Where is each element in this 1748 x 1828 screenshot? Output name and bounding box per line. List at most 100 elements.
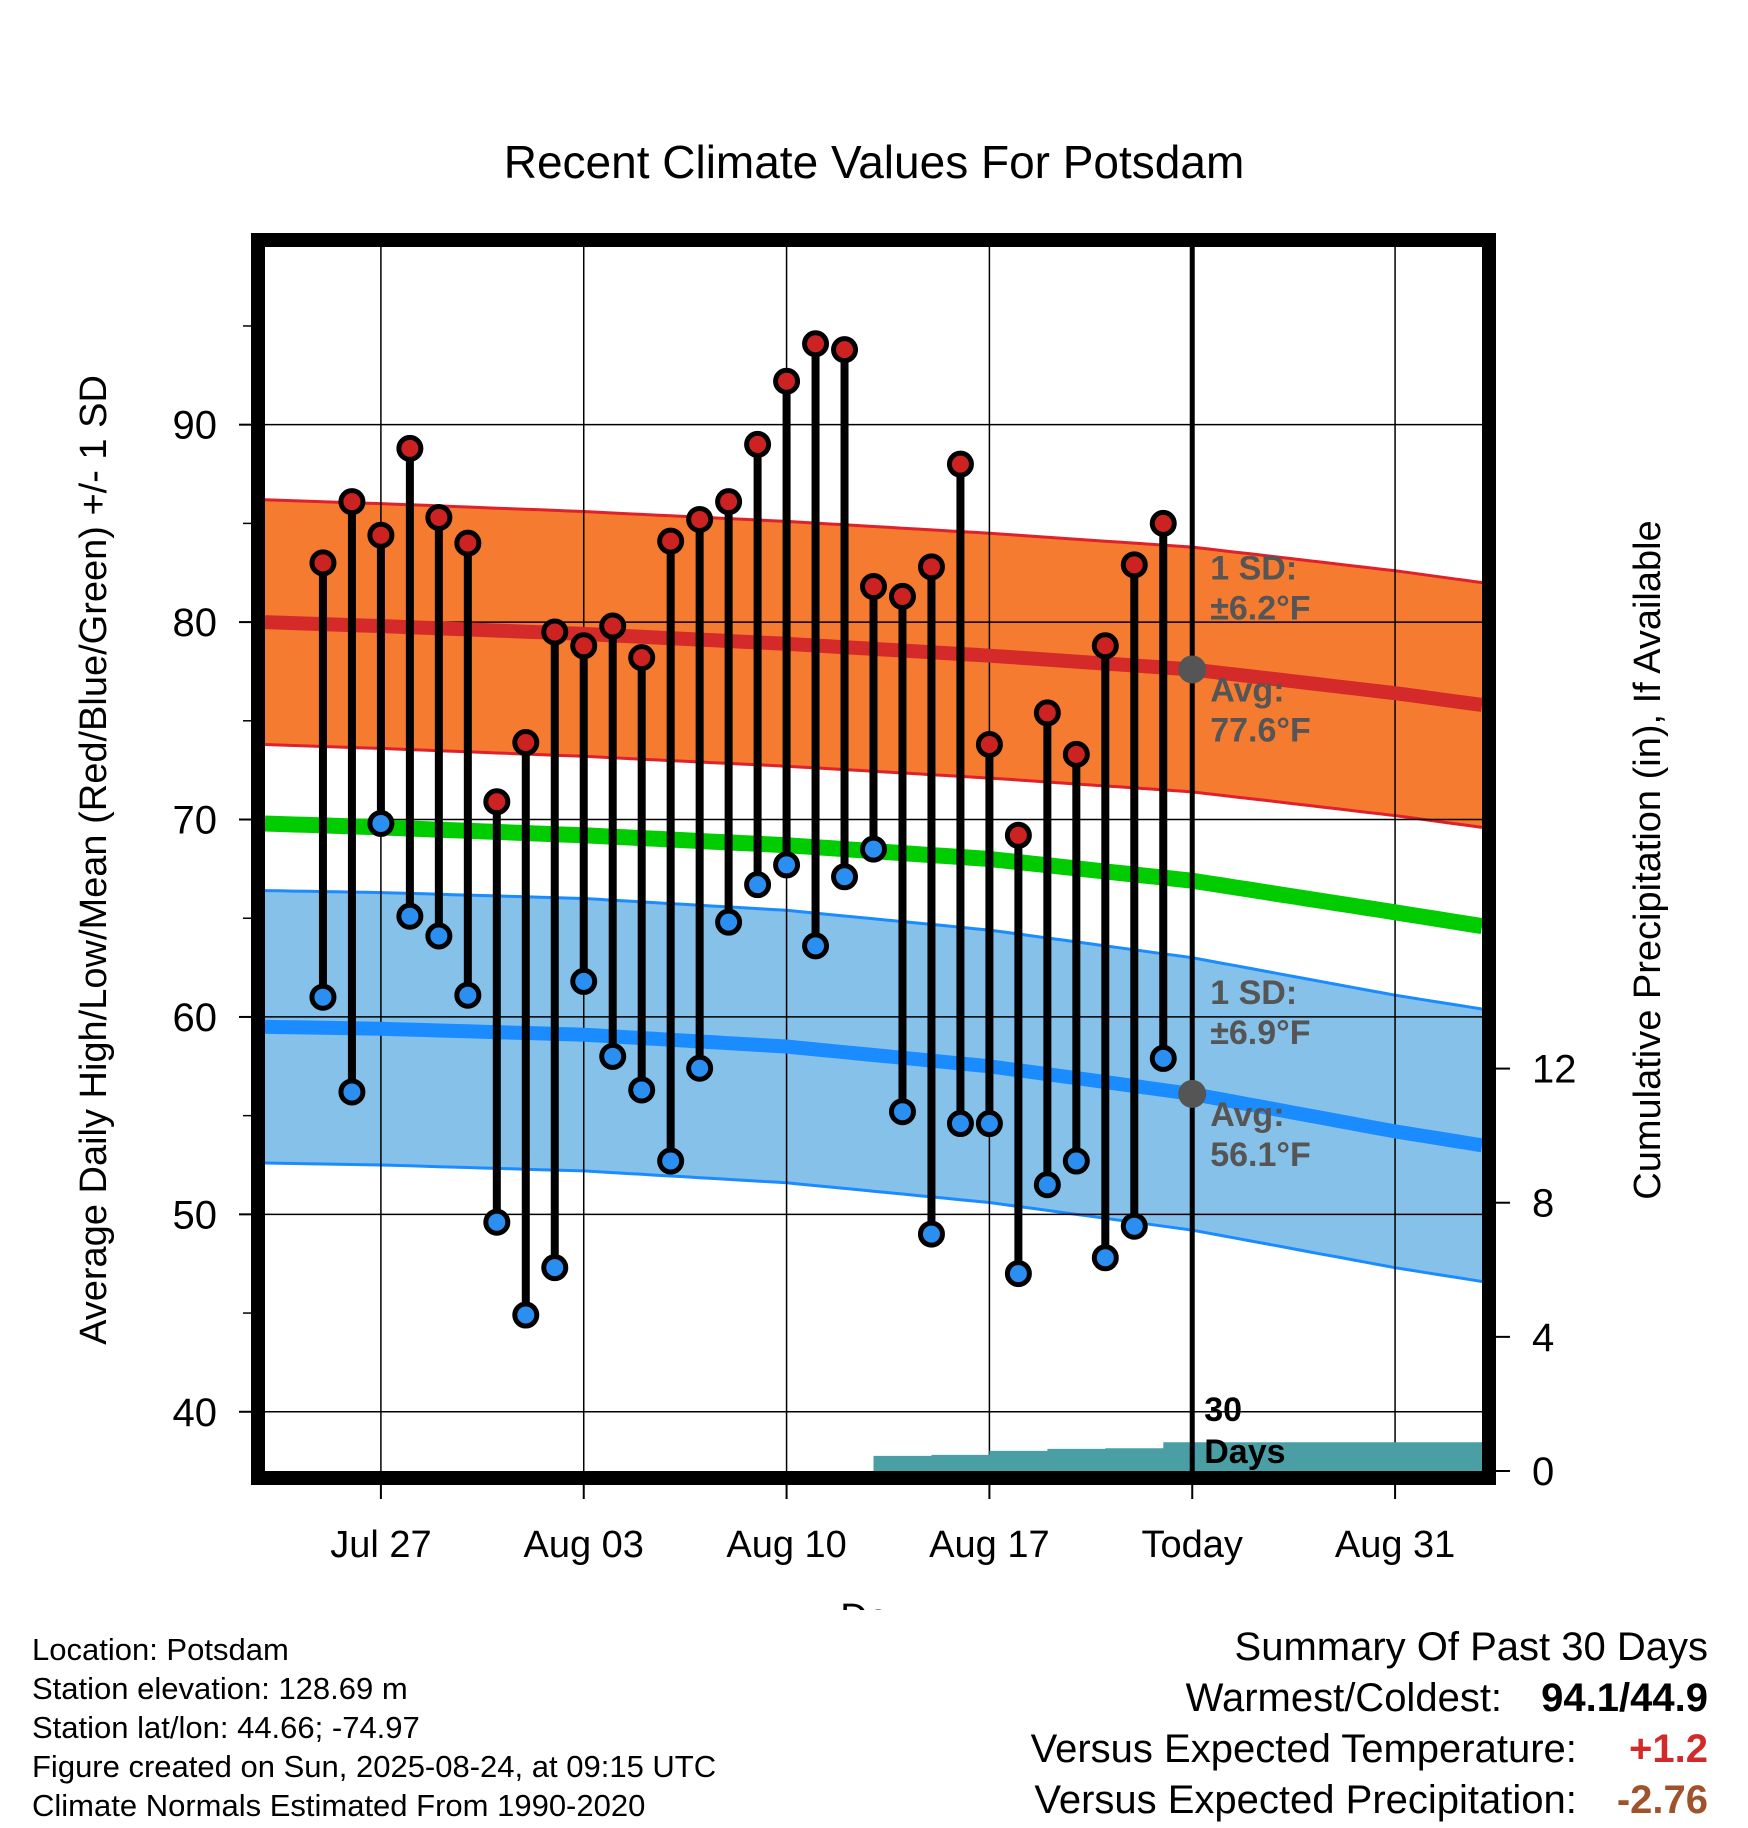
high-temp-point bbox=[396, 434, 424, 462]
high-temp-point bbox=[946, 450, 974, 478]
x-tick-label: Aug 17 bbox=[929, 1524, 1049, 1566]
high-temp-point bbox=[1149, 509, 1177, 537]
high-temp-point bbox=[831, 336, 859, 364]
low-temp-point bbox=[975, 1110, 1003, 1138]
summary-title: Summary Of Past 30 Days bbox=[1234, 1625, 1708, 1669]
today-label-line: 30 bbox=[1204, 1391, 1242, 1429]
low-temp-point bbox=[396, 902, 424, 930]
high-avg-label: Avg: bbox=[1210, 671, 1284, 709]
high-temp-point bbox=[686, 505, 714, 533]
y2-tick-label: 0 bbox=[1532, 1450, 1554, 1494]
chart-title: Recent Climate Values For Potsdam bbox=[504, 136, 1245, 188]
normals-text: Climate Normals Estimated From 1990-2020 bbox=[32, 1788, 646, 1823]
low-temp-point bbox=[1004, 1260, 1032, 1288]
low-sd-label: 1 SD: bbox=[1210, 974, 1297, 1012]
elevation-text: Station elevation: 128.69 m bbox=[32, 1671, 408, 1706]
precip-label: Versus Expected Precipitation: bbox=[1034, 1778, 1577, 1822]
high-temp-point bbox=[454, 529, 482, 557]
high-temp-point bbox=[570, 632, 598, 660]
high-sd-value: ±6.2°F bbox=[1210, 589, 1310, 627]
x-tick-label: Aug 31 bbox=[1335, 1524, 1455, 1566]
warm-cold-label: Warmest/Coldest: bbox=[1185, 1676, 1503, 1720]
high-temp-point bbox=[744, 430, 772, 458]
high-temp-point bbox=[888, 582, 916, 610]
high-temp-point bbox=[657, 527, 685, 555]
high-temp-point bbox=[1004, 821, 1032, 849]
high-temp-point bbox=[367, 521, 395, 549]
temp-label: Versus Expected Temperature: bbox=[1030, 1727, 1577, 1771]
latlon-text: Station lat/lon: 44.66; -74.97 bbox=[32, 1710, 420, 1745]
y-tick-label: 40 bbox=[173, 1391, 218, 1435]
y-tick-label: 60 bbox=[173, 996, 218, 1040]
low-sd-band bbox=[265, 890, 1482, 1282]
x-tick-label: Aug 10 bbox=[726, 1524, 846, 1566]
y-tick-label: 90 bbox=[173, 404, 218, 448]
low-temp-point bbox=[860, 835, 887, 863]
plot-frame bbox=[251, 233, 1496, 1485]
low-temp-point bbox=[1120, 1212, 1148, 1240]
location-text: Location: Potsdam bbox=[32, 1632, 289, 1667]
high-temp-point bbox=[599, 612, 627, 640]
low-average-line bbox=[265, 1019, 1482, 1153]
low-temp-point bbox=[773, 851, 801, 879]
low-temp-point bbox=[628, 1076, 656, 1104]
low-temp-point bbox=[946, 1110, 974, 1138]
high-temp-point bbox=[975, 730, 1003, 758]
low-temp-point bbox=[512, 1301, 540, 1329]
low-temp-point bbox=[1149, 1044, 1177, 1072]
temp-value: +1.2 bbox=[1629, 1727, 1708, 1771]
today-low-avg-marker bbox=[1178, 1079, 1207, 1108]
low-temp-point bbox=[686, 1054, 714, 1082]
low-temp-point bbox=[454, 981, 482, 1009]
low-temp-point bbox=[802, 932, 830, 960]
x-tick-label: Today bbox=[1142, 1524, 1243, 1566]
low-temp-point bbox=[570, 967, 598, 995]
y2-tick-label: 4 bbox=[1532, 1316, 1554, 1360]
climate-chart: Recent Climate Values For Potsdam 1 SD:±… bbox=[73, 136, 1669, 1610]
low-avg-label: Avg: bbox=[1210, 1096, 1284, 1134]
y2-tick-label: 8 bbox=[1532, 1182, 1554, 1226]
high-temp-point bbox=[773, 367, 801, 395]
high-avg-value: 77.6°F bbox=[1210, 711, 1311, 749]
low-temp-point bbox=[657, 1147, 685, 1175]
x-tick-label: Jul 27 bbox=[330, 1524, 431, 1566]
high-temp-point bbox=[338, 488, 366, 516]
high-temp-point bbox=[541, 618, 569, 646]
low-temp-point bbox=[309, 983, 337, 1011]
low-temp-point bbox=[715, 908, 743, 936]
low-temp-point bbox=[367, 809, 395, 837]
high-temp-point bbox=[512, 729, 540, 757]
low-temp-point bbox=[541, 1254, 569, 1282]
high-temp-point bbox=[802, 330, 830, 358]
low-band-lower-edge bbox=[265, 1161, 1482, 1283]
high-temp-point bbox=[483, 788, 511, 816]
low-temp-point bbox=[338, 1078, 366, 1106]
low-temp-point bbox=[425, 922, 453, 950]
x-tick-label: Aug 03 bbox=[524, 1524, 644, 1566]
high-temp-point bbox=[309, 549, 337, 577]
low-temp-point bbox=[599, 1042, 627, 1070]
high-temp-point bbox=[425, 503, 453, 531]
y-tick-label: 70 bbox=[173, 799, 218, 843]
high-temp-point bbox=[628, 644, 656, 672]
high-temp-point bbox=[860, 573, 887, 601]
summary-panel: Summary Of Past 30 Days Warmest/Coldest:… bbox=[1031, 1622, 1708, 1826]
high-band-upper-edge bbox=[265, 498, 1482, 585]
y2-axis-label: Cumulative Precipitation (in), If Availa… bbox=[1627, 520, 1669, 1199]
high-sd-label: 1 SD: bbox=[1210, 549, 1297, 587]
created-text: Figure created on Sun, 2025-08-24, at 09… bbox=[32, 1749, 717, 1784]
high-temp-point bbox=[1120, 551, 1148, 579]
x-axis-label: Day bbox=[840, 1597, 908, 1610]
low-temp-point bbox=[888, 1098, 916, 1126]
low-temp-point bbox=[483, 1208, 511, 1236]
high-temp-point bbox=[1091, 632, 1119, 660]
low-temp-point bbox=[1091, 1244, 1119, 1272]
summary-warm-cold: Warmest/Coldest: 94.1/44.9 bbox=[1031, 1673, 1708, 1724]
warm-cold-value: 94.1/44.9 bbox=[1541, 1676, 1708, 1720]
low-avg-value: 56.1°F bbox=[1210, 1136, 1311, 1174]
low-temp-point bbox=[744, 871, 772, 899]
low-temp-point bbox=[1062, 1147, 1090, 1175]
precip-value: -2.76 bbox=[1616, 1778, 1708, 1822]
